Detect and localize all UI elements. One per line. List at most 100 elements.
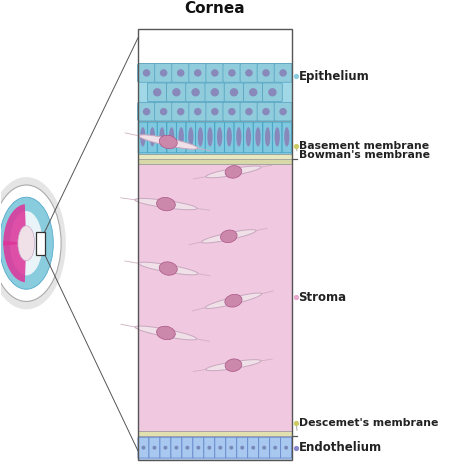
Circle shape	[191, 88, 200, 96]
Ellipse shape	[206, 360, 261, 371]
FancyBboxPatch shape	[263, 122, 272, 153]
Bar	[36, 232, 45, 255]
FancyBboxPatch shape	[166, 83, 186, 101]
FancyBboxPatch shape	[189, 102, 207, 121]
Circle shape	[177, 69, 184, 77]
FancyBboxPatch shape	[176, 122, 186, 153]
Ellipse shape	[198, 127, 203, 146]
FancyBboxPatch shape	[257, 64, 275, 82]
Ellipse shape	[159, 135, 177, 149]
FancyBboxPatch shape	[149, 438, 160, 458]
Ellipse shape	[156, 326, 175, 340]
Ellipse shape	[10, 211, 43, 275]
Circle shape	[245, 69, 253, 77]
FancyBboxPatch shape	[223, 102, 241, 121]
Ellipse shape	[159, 127, 164, 146]
Bar	[138, 154, 292, 159]
FancyBboxPatch shape	[205, 83, 225, 101]
FancyBboxPatch shape	[138, 122, 147, 153]
FancyBboxPatch shape	[186, 122, 195, 153]
Bar	[138, 436, 292, 459]
Ellipse shape	[201, 230, 256, 243]
FancyBboxPatch shape	[259, 438, 270, 458]
FancyBboxPatch shape	[253, 122, 263, 153]
Ellipse shape	[139, 135, 198, 149]
Bar	[138, 29, 292, 459]
FancyBboxPatch shape	[206, 102, 224, 121]
Circle shape	[194, 69, 201, 77]
Ellipse shape	[18, 226, 35, 261]
Circle shape	[240, 446, 244, 450]
FancyBboxPatch shape	[147, 83, 167, 101]
Circle shape	[210, 88, 219, 96]
FancyBboxPatch shape	[240, 64, 258, 82]
Ellipse shape	[135, 199, 197, 210]
Circle shape	[142, 446, 146, 450]
Circle shape	[229, 446, 233, 450]
Circle shape	[262, 108, 270, 115]
Circle shape	[284, 446, 288, 450]
FancyBboxPatch shape	[172, 102, 190, 121]
Text: Cornea: Cornea	[184, 1, 245, 17]
FancyBboxPatch shape	[257, 102, 275, 121]
Ellipse shape	[225, 359, 242, 372]
Circle shape	[211, 108, 219, 115]
FancyBboxPatch shape	[248, 438, 259, 458]
FancyBboxPatch shape	[196, 122, 205, 153]
Circle shape	[194, 108, 201, 115]
Ellipse shape	[0, 197, 53, 289]
Bar	[138, 63, 292, 121]
Circle shape	[211, 69, 219, 77]
Ellipse shape	[206, 166, 261, 178]
Text: Basement membrane: Basement membrane	[299, 141, 428, 151]
FancyBboxPatch shape	[225, 122, 234, 153]
FancyBboxPatch shape	[234, 122, 244, 153]
Polygon shape	[3, 204, 26, 246]
Circle shape	[228, 108, 236, 115]
Circle shape	[164, 446, 167, 450]
FancyBboxPatch shape	[274, 64, 292, 82]
FancyBboxPatch shape	[243, 83, 263, 101]
Ellipse shape	[188, 127, 193, 146]
Ellipse shape	[135, 326, 197, 340]
FancyBboxPatch shape	[237, 438, 248, 458]
FancyBboxPatch shape	[206, 64, 224, 82]
Ellipse shape	[205, 293, 262, 309]
Bar	[138, 431, 292, 436]
Ellipse shape	[255, 127, 261, 146]
Text: Endothelium: Endothelium	[299, 441, 382, 454]
FancyBboxPatch shape	[226, 438, 237, 458]
FancyBboxPatch shape	[182, 438, 193, 458]
Text: Descemet's membrane: Descemet's membrane	[299, 418, 438, 428]
Circle shape	[153, 446, 156, 450]
FancyBboxPatch shape	[186, 83, 205, 101]
FancyBboxPatch shape	[137, 64, 155, 82]
Ellipse shape	[150, 127, 155, 146]
Circle shape	[143, 69, 150, 77]
FancyBboxPatch shape	[204, 438, 215, 458]
FancyBboxPatch shape	[171, 438, 182, 458]
Circle shape	[262, 69, 270, 77]
Ellipse shape	[156, 197, 175, 211]
Bar	[138, 121, 292, 154]
Circle shape	[245, 108, 253, 115]
FancyBboxPatch shape	[274, 102, 292, 121]
Polygon shape	[3, 241, 26, 282]
Ellipse shape	[220, 230, 237, 243]
Circle shape	[279, 69, 287, 77]
Circle shape	[279, 108, 287, 115]
Ellipse shape	[138, 262, 198, 275]
Ellipse shape	[227, 127, 232, 146]
Circle shape	[143, 108, 150, 115]
Ellipse shape	[140, 127, 146, 146]
Circle shape	[268, 88, 277, 96]
Ellipse shape	[274, 127, 280, 146]
Circle shape	[160, 69, 167, 77]
FancyBboxPatch shape	[160, 438, 171, 458]
FancyBboxPatch shape	[244, 122, 253, 153]
FancyBboxPatch shape	[263, 83, 282, 101]
Circle shape	[185, 446, 189, 450]
Text: Epithelium: Epithelium	[299, 70, 369, 82]
Circle shape	[249, 88, 257, 96]
Bar	[138, 164, 292, 431]
